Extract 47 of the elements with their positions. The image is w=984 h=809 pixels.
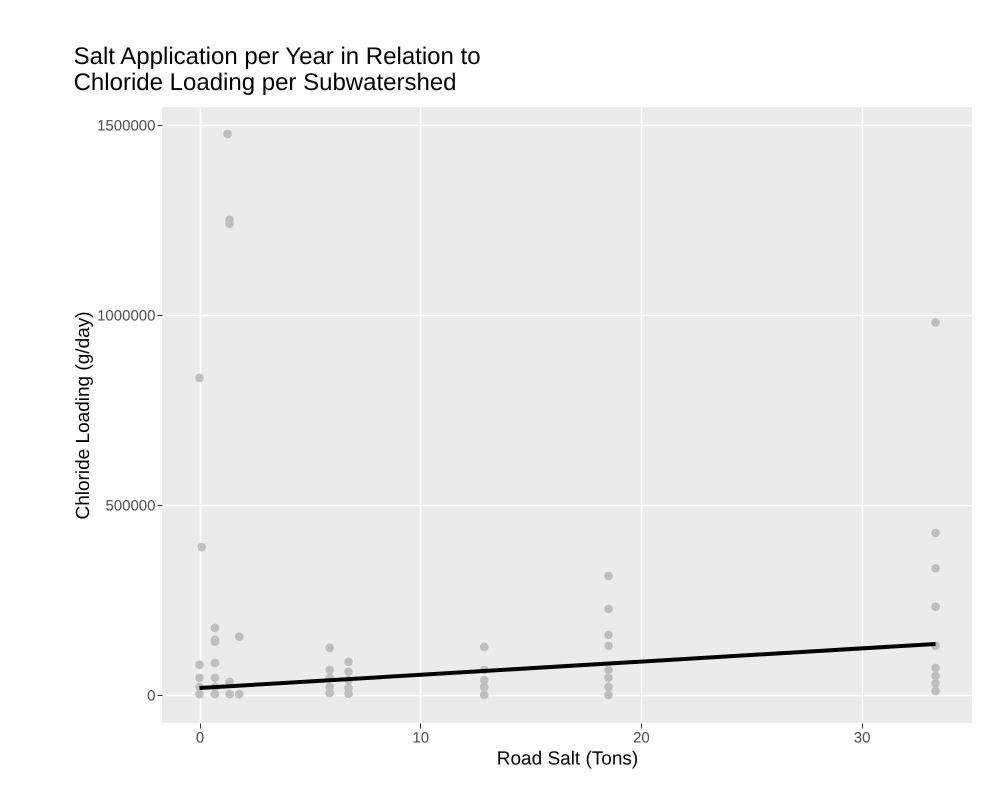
point xyxy=(210,658,220,668)
y-tick-label: 1000000 xyxy=(97,307,156,324)
point xyxy=(195,374,204,382)
point xyxy=(931,672,940,680)
point xyxy=(197,542,206,552)
point xyxy=(604,630,613,640)
point xyxy=(223,130,232,138)
point xyxy=(344,657,353,666)
point xyxy=(604,690,613,700)
point xyxy=(604,665,613,674)
point xyxy=(195,660,204,670)
x-tick-label: 10 xyxy=(412,730,430,746)
point xyxy=(604,682,613,692)
point xyxy=(931,686,940,696)
point xyxy=(325,643,334,652)
point xyxy=(480,642,489,652)
point xyxy=(604,673,613,682)
point xyxy=(931,564,940,573)
point xyxy=(344,667,353,676)
point xyxy=(931,664,940,672)
point xyxy=(234,632,244,642)
point xyxy=(210,673,220,682)
point xyxy=(604,642,613,650)
point xyxy=(225,690,234,698)
point xyxy=(195,673,204,682)
point xyxy=(604,572,613,580)
x-tick-label: 30 xyxy=(854,730,870,746)
point xyxy=(931,602,940,612)
y-tick-label: 500000 xyxy=(105,497,156,514)
point xyxy=(210,690,220,698)
point xyxy=(234,690,244,698)
point xyxy=(931,679,940,688)
point xyxy=(195,690,204,698)
point xyxy=(604,604,613,614)
y-tick-label: 1500000 xyxy=(97,117,156,134)
x-tick-label: 20 xyxy=(633,730,650,746)
y-tick-label: 0 xyxy=(147,687,156,704)
x-axis-title: Road Salt (Tons) xyxy=(496,748,638,770)
point xyxy=(480,690,489,700)
point xyxy=(210,624,220,632)
point xyxy=(931,528,940,538)
point xyxy=(325,665,334,674)
point xyxy=(480,682,489,692)
point xyxy=(931,318,940,327)
x-tick-label: 0 xyxy=(196,730,204,746)
y-axis-title: Chloride Loading (g/day) xyxy=(73,311,94,520)
chart-title: Salt Application per Year in Relation to Chloride Loading per Subwatershed xyxy=(74,43,481,96)
